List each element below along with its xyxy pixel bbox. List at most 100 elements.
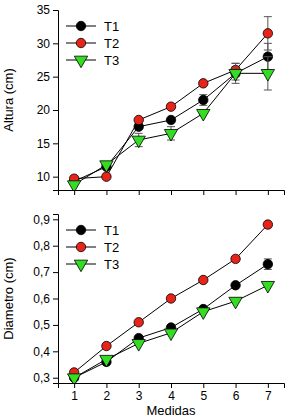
- x-tick-label: 2: [104, 389, 111, 403]
- x-tick-mark: [268, 383, 269, 388]
- series-line: [74, 225, 268, 373]
- x-tick: [268, 190, 269, 195]
- legend: T1 T2 T3: [66, 19, 119, 68]
- x-tick: 6: [233, 383, 240, 403]
- y-tick: 0,8: [33, 239, 58, 253]
- y-tick-label: 25: [37, 70, 51, 84]
- legend-label: T3: [104, 257, 119, 272]
- data-point: [102, 172, 111, 181]
- legend-label: T1: [104, 223, 119, 238]
- data-point: [132, 136, 145, 148]
- x-axis-title: Medidas: [146, 403, 196, 418]
- x-tick-mark: [74, 190, 75, 195]
- y-tick: 0,5: [33, 318, 58, 332]
- x-tick-label: 3: [136, 389, 143, 403]
- y-tick-mark: [53, 299, 58, 300]
- error-bar-cap: [232, 63, 240, 64]
- legend-label: T1: [104, 19, 119, 34]
- data-point: [100, 161, 113, 173]
- plot-area: [67, 220, 274, 383]
- y-tick-label: 15: [37, 137, 51, 151]
- data-point: [132, 340, 145, 352]
- data-point: [261, 281, 274, 293]
- y-tick-mark: [53, 10, 58, 11]
- y-tick: 0,6: [33, 292, 58, 306]
- y-tick-label: 10: [37, 170, 51, 184]
- y-tick-mark: [53, 325, 58, 326]
- y-tick-mark: [53, 378, 58, 379]
- y-tick: 25: [37, 70, 58, 84]
- x-tick: [106, 190, 107, 195]
- y-tick: 0,9: [33, 213, 58, 227]
- x-tick-label: 1: [71, 389, 78, 403]
- y-tick-mark: [53, 219, 58, 220]
- x-tick: 3: [136, 383, 143, 403]
- legend-label: T3: [104, 53, 119, 68]
- error-bar-cap: [264, 56, 272, 57]
- series-line: [74, 285, 268, 377]
- y-tick-mark: [53, 143, 58, 144]
- x-tick-label: 4: [168, 389, 175, 403]
- y-axis: 0,3 0,4 0,5 0,6 0,7 0,8 0,9: [33, 213, 58, 385]
- x-tick-mark: [171, 190, 172, 195]
- y-tick: 20: [37, 103, 58, 117]
- error-bar-cap: [264, 16, 272, 17]
- data-point: [231, 254, 240, 263]
- data-point: [166, 115, 175, 124]
- data-point: [164, 129, 177, 141]
- data-point: [166, 294, 175, 303]
- x-tick-label: 5: [200, 389, 207, 403]
- series-line: [74, 57, 268, 182]
- error-bar: [199, 95, 207, 106]
- legend-label: T2: [104, 240, 119, 255]
- series-line: [74, 33, 268, 178]
- chart-0: 101520253035Altura (cm)T1T2T3: [1, 3, 285, 195]
- y-tick-mark: [53, 43, 58, 44]
- plot-area: [67, 17, 274, 190]
- x-tick: [139, 190, 140, 195]
- data-point: [197, 308, 210, 320]
- x-axis-line: [59, 191, 285, 196]
- y-tick-label: 0,7: [33, 265, 50, 279]
- x-tick: 1: [71, 383, 78, 403]
- data-point: [164, 329, 177, 341]
- data-point: [263, 29, 272, 38]
- error-bar-cap: [232, 83, 240, 84]
- y-tick: 0,3: [33, 371, 58, 385]
- y-tick-label: 30: [37, 37, 51, 51]
- data-point: [199, 79, 208, 88]
- legend: T1 T2 T3: [66, 223, 119, 272]
- x-tick: 2: [104, 383, 111, 403]
- x-tick: [74, 190, 75, 195]
- legend-marker: [74, 56, 87, 68]
- y-tick-label: 35: [37, 3, 51, 17]
- series-line: [74, 73, 268, 184]
- x-tick: 7: [265, 383, 272, 403]
- legend-label: T2: [104, 36, 119, 51]
- x-tick-mark: [106, 190, 107, 195]
- x-tick-mark: [171, 383, 172, 388]
- y-tick-label: 20: [37, 103, 51, 117]
- y-tick: 0,4: [33, 345, 58, 359]
- figure: 101520253035Altura (cm)T1T2T312345670,30…: [0, 0, 296, 419]
- x-tick: 5: [200, 383, 207, 403]
- series-line: [74, 264, 268, 378]
- data-point: [263, 220, 272, 229]
- x-tick-mark: [236, 190, 237, 195]
- y-tick-label: 0,6: [33, 292, 50, 306]
- data-point: [67, 181, 80, 190]
- y-tick-label: 0,5: [33, 318, 50, 332]
- error-bar: [264, 259, 272, 270]
- y-tick: 15: [37, 137, 58, 151]
- data-point: [263, 259, 272, 268]
- x-tick-label: 7: [265, 389, 272, 403]
- legend-marker: [74, 260, 87, 272]
- x-tick: [203, 190, 204, 195]
- x-tick: [171, 190, 172, 195]
- y-tick: 30: [37, 37, 58, 51]
- data-point: [134, 318, 143, 327]
- y-axis-title: Diametro (cm): [1, 257, 16, 339]
- data-point: [231, 281, 240, 290]
- y-tick: 10: [37, 170, 58, 184]
- data-point: [166, 102, 175, 111]
